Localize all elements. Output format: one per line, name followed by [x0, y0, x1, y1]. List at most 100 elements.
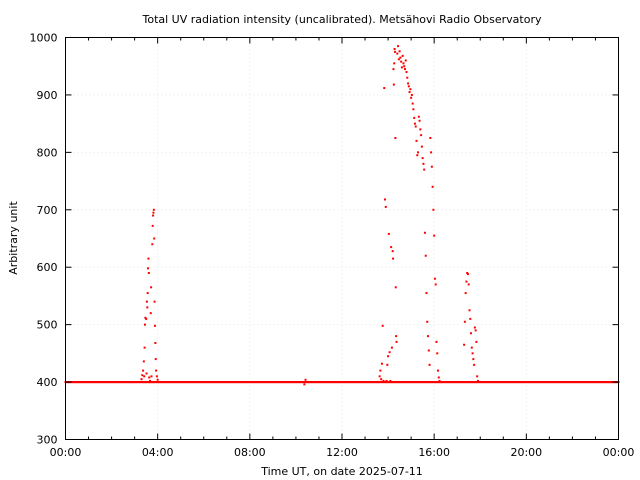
- data-point: [394, 137, 397, 139]
- data-point: [387, 355, 390, 358]
- data-point: [390, 346, 393, 349]
- data-point: [432, 208, 435, 211]
- data-point: [382, 379, 385, 382]
- data-point: [393, 47, 396, 50]
- data-point: [145, 317, 148, 320]
- data-point: [399, 56, 402, 59]
- data-points: [64, 45, 620, 386]
- data-point: [433, 277, 436, 280]
- data-point: [386, 363, 389, 366]
- data-point: [416, 154, 419, 157]
- data-point: [140, 378, 143, 381]
- data-point: [392, 257, 395, 260]
- data-point: [430, 151, 433, 154]
- data-point: [384, 198, 387, 201]
- data-point: [150, 286, 153, 289]
- data-point: [153, 300, 156, 303]
- data-point: [147, 271, 150, 274]
- data-point: [141, 374, 144, 377]
- x-tick-label: 00:00: [603, 446, 635, 459]
- data-point: [408, 91, 411, 94]
- y-tick-label: 900: [37, 89, 58, 102]
- data-point: [406, 76, 409, 79]
- data-point: [472, 358, 475, 361]
- data-point: [392, 68, 395, 71]
- data-point: [407, 82, 410, 85]
- chart-grid: [65, 37, 619, 440]
- x-tick-label: 08:00: [234, 446, 266, 459]
- data-point: [153, 237, 156, 240]
- y-tick-label: 600: [37, 261, 58, 274]
- data-point: [148, 379, 151, 382]
- data-point: [470, 332, 473, 335]
- data-point: [434, 283, 437, 286]
- data-point: [144, 316, 147, 319]
- data-point: [476, 375, 479, 378]
- data-point: [424, 254, 427, 257]
- data-point: [153, 324, 156, 327]
- data-point: [469, 317, 472, 320]
- data-point: [427, 349, 430, 352]
- data-point: [150, 375, 153, 378]
- data-point: [425, 292, 428, 295]
- data-point: [423, 168, 426, 171]
- data-point: [431, 185, 434, 188]
- data-point: [154, 342, 157, 345]
- y-tick-label: 700: [37, 204, 58, 217]
- y-axis: 300 400 500 600 700 800 900 1000: [30, 32, 619, 447]
- data-point: [403, 68, 406, 71]
- data-point: [474, 329, 477, 332]
- data-point: [398, 50, 401, 53]
- data-point: [381, 324, 384, 327]
- x-tick-label: 00:00: [50, 446, 82, 459]
- data-point: [400, 66, 403, 69]
- data-point: [379, 369, 382, 372]
- data-point: [303, 383, 306, 386]
- data-point: [420, 145, 423, 148]
- data-point: [437, 376, 440, 379]
- data-point: [142, 369, 145, 372]
- data-point: [152, 208, 155, 211]
- data-point: [438, 379, 441, 382]
- data-point: [466, 271, 469, 274]
- data-point: [467, 283, 470, 286]
- data-point: [403, 65, 406, 68]
- data-point: [152, 214, 155, 217]
- data-point: [151, 224, 154, 227]
- data-point: [417, 151, 420, 154]
- data-point: [394, 286, 397, 289]
- data-point: [145, 300, 148, 303]
- data-point: [388, 351, 391, 354]
- data-point: [390, 246, 393, 249]
- data-point: [304, 378, 307, 381]
- data-point: [393, 62, 396, 65]
- x-tick-label: 20:00: [510, 446, 542, 459]
- data-point: [395, 340, 398, 343]
- data-point: [471, 352, 474, 355]
- data-point: [476, 379, 479, 382]
- chart-title: Total UV radiation intensity (uncalibrat…: [142, 13, 542, 26]
- y-tick-label: 1000: [30, 32, 58, 45]
- data-point: [426, 320, 429, 323]
- data-point: [383, 87, 386, 90]
- data-point: [463, 320, 466, 323]
- data-point: [393, 50, 396, 53]
- data-point: [436, 352, 439, 355]
- data-point: [146, 292, 149, 295]
- data-point: [418, 119, 421, 122]
- x-axis-title: Time UT, on date 2025-07-11: [260, 465, 423, 478]
- data-point: [420, 134, 423, 137]
- data-point: [404, 59, 407, 62]
- data-point: [143, 375, 146, 378]
- data-point: [419, 128, 422, 131]
- data-point: [411, 102, 414, 105]
- data-point: [433, 234, 436, 237]
- data-point: [475, 340, 478, 343]
- data-point: [392, 83, 395, 86]
- data-point: [155, 369, 158, 372]
- data-point: [435, 340, 438, 343]
- data-point: [473, 363, 476, 366]
- data-point: [154, 358, 157, 361]
- data-point: [409, 88, 412, 91]
- y-tick-label: 300: [37, 434, 58, 447]
